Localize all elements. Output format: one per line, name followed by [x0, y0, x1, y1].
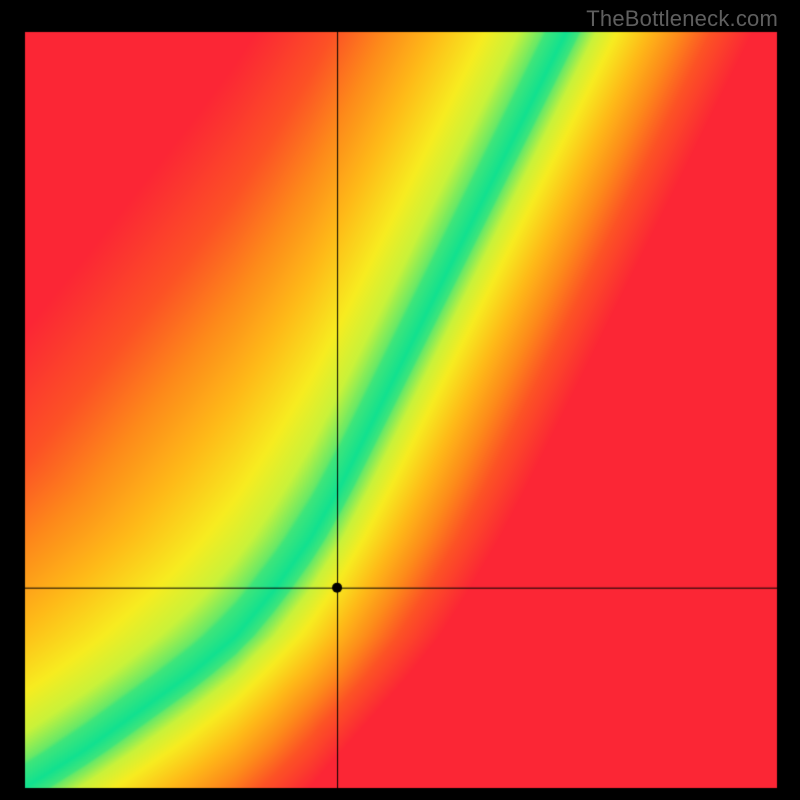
chart-container: TheBottleneck.com	[0, 0, 800, 800]
watermark-text: TheBottleneck.com	[586, 6, 778, 32]
heatmap-canvas	[0, 0, 800, 800]
